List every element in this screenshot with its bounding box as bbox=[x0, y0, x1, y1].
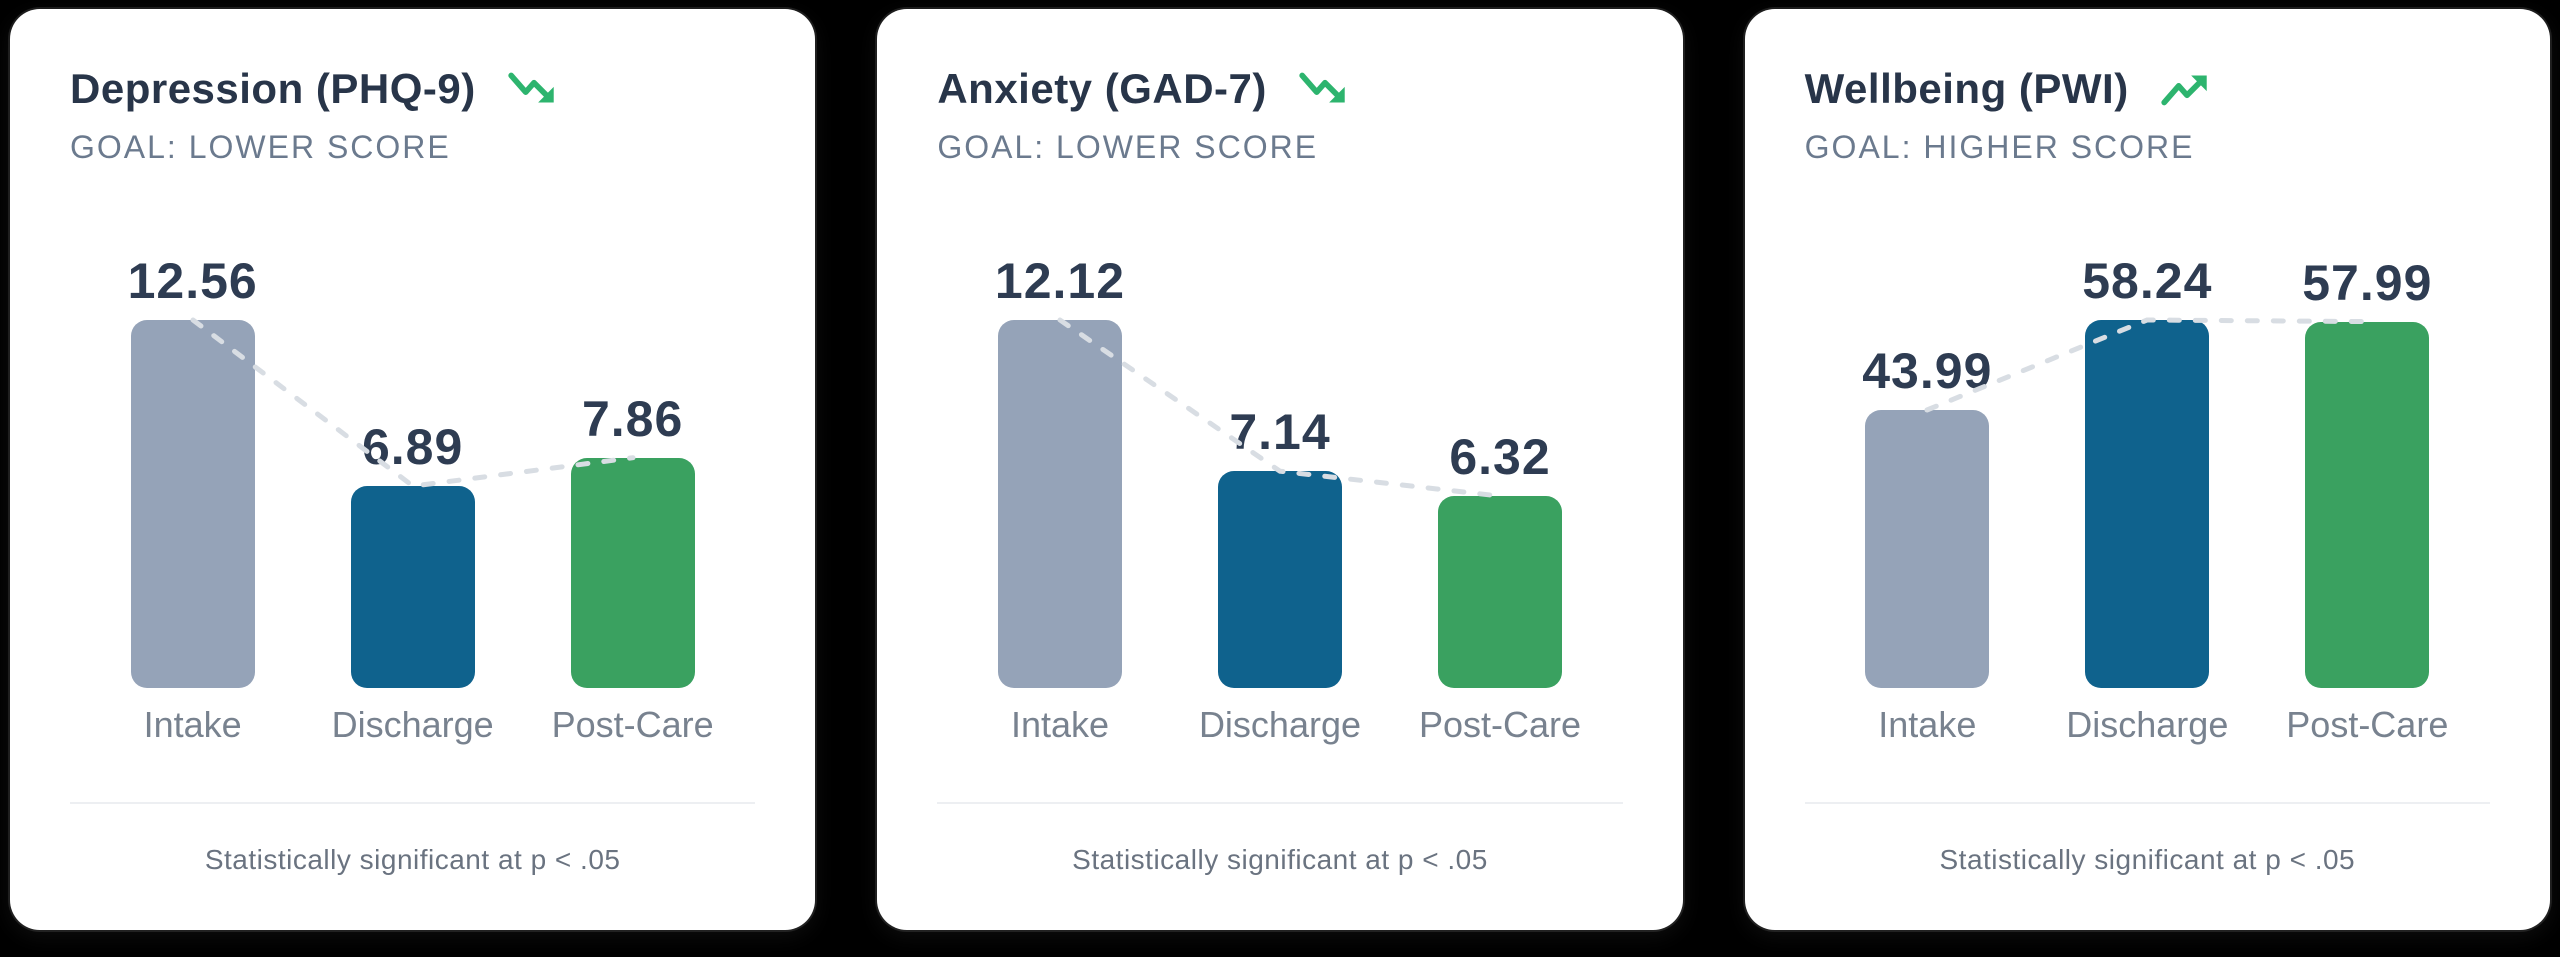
significance-note: Statistically significant at p < .05 bbox=[204, 844, 621, 875]
value-label-intake: 43.99 bbox=[1862, 343, 1993, 399]
card-depression: Depression (PHQ-9) GOAL: LOWER SCORE 12.… bbox=[10, 9, 816, 930]
significance-note: Statistically significant at p < .05 bbox=[1072, 844, 1488, 875]
goal-label: GOAL: LOWER SCORE bbox=[937, 129, 1319, 165]
bar-discharge bbox=[350, 486, 475, 688]
bar-chart: 43.99 58.24 57.99 bbox=[1817, 238, 2477, 688]
bar-column-discharge: 7.14 bbox=[1170, 238, 1390, 688]
axis-label-postcare: Post-Care bbox=[1418, 704, 1582, 745]
trend-down-icon bbox=[508, 72, 554, 103]
bar-column-intake: 43.99 bbox=[1817, 238, 2037, 688]
value-label-discharge: 7.14 bbox=[1229, 404, 1331, 460]
card-title: Anxiety (GAD-7) bbox=[937, 65, 1267, 112]
trend-down-icon bbox=[1299, 72, 1345, 103]
value-label-intake: 12.12 bbox=[994, 253, 1126, 309]
bar-intake bbox=[130, 320, 255, 688]
value-label-postcare: 6.32 bbox=[1449, 429, 1551, 485]
bar-discharge bbox=[1217, 471, 1342, 688]
axis-label-postcare: Post-Care bbox=[2286, 704, 2449, 745]
bar-postcare bbox=[570, 458, 695, 688]
value-label-postcare: 57.99 bbox=[2302, 255, 2433, 311]
bar-column-postcare: 6.32 bbox=[1390, 238, 1610, 688]
card-title: Depression (PHQ-9) bbox=[70, 65, 476, 112]
axis-label-intake: Intake bbox=[143, 704, 242, 745]
bar-column-intake: 12.56 bbox=[83, 238, 303, 688]
significance-note: Statistically significant at p < .05 bbox=[1939, 844, 2356, 875]
value-label-discharge: 6.89 bbox=[361, 419, 464, 475]
bar-postcare bbox=[2305, 322, 2430, 688]
axis-label-postcare: Post-Care bbox=[551, 704, 714, 745]
card-title: Wellbeing (PWI) bbox=[1804, 65, 2129, 112]
bar-discharge bbox=[2085, 320, 2210, 688]
bar-column-postcare: 7.86 bbox=[523, 238, 743, 688]
axis-label-discharge: Discharge bbox=[2066, 704, 2229, 745]
value-label-postcare: 7.86 bbox=[581, 391, 684, 447]
axis-label-discharge: Discharge bbox=[331, 704, 494, 745]
x-axis: Intake Discharge Post-Care bbox=[1817, 704, 2477, 746]
goal-label: GOAL: LOWER SCORE bbox=[70, 129, 451, 165]
goal-label: GOAL: HIGHER SCORE bbox=[1804, 129, 2195, 165]
bar-column-intake: 12.12 bbox=[950, 238, 1170, 688]
bar-chart: 12.56 6.89 7.86 bbox=[83, 238, 743, 688]
bar-column-discharge: 58.24 bbox=[2037, 238, 2257, 688]
axis-label-intake: Intake bbox=[1878, 704, 1977, 745]
divider bbox=[70, 802, 756, 804]
bar-chart: 12.12 7.14 6.32 bbox=[950, 238, 1610, 688]
value-label-intake: 12.56 bbox=[127, 253, 258, 309]
trend-up-icon bbox=[2161, 75, 2207, 106]
x-axis: Intake Discharge Post-Care bbox=[83, 704, 743, 746]
bar-intake bbox=[1865, 410, 1990, 688]
bar-column-discharge: 6.89 bbox=[303, 238, 523, 688]
bar-column-postcare: 57.99 bbox=[2257, 238, 2477, 688]
x-axis: Intake Discharge Post-Care bbox=[950, 704, 1610, 746]
axis-label-discharge: Discharge bbox=[1198, 704, 1362, 745]
bar-postcare bbox=[1437, 496, 1562, 688]
card-wellbeing: Wellbeing (PWI) GOAL: HIGHER SCORE 43.99… bbox=[1744, 9, 2550, 930]
card-header: Anxiety (GAD-7) bbox=[937, 65, 1622, 113]
card-anxiety: Anxiety (GAD-7) GOAL: LOWER SCORE 12.12 … bbox=[877, 9, 1683, 930]
axis-label-intake: Intake bbox=[1010, 704, 1110, 745]
divider bbox=[937, 802, 1623, 804]
value-label-discharge: 58.24 bbox=[2082, 253, 2213, 309]
bar-intake bbox=[997, 320, 1122, 688]
divider bbox=[1804, 802, 2490, 804]
card-header: Depression (PHQ-9) bbox=[70, 65, 755, 113]
card-header: Wellbeing (PWI) bbox=[1805, 65, 2490, 113]
